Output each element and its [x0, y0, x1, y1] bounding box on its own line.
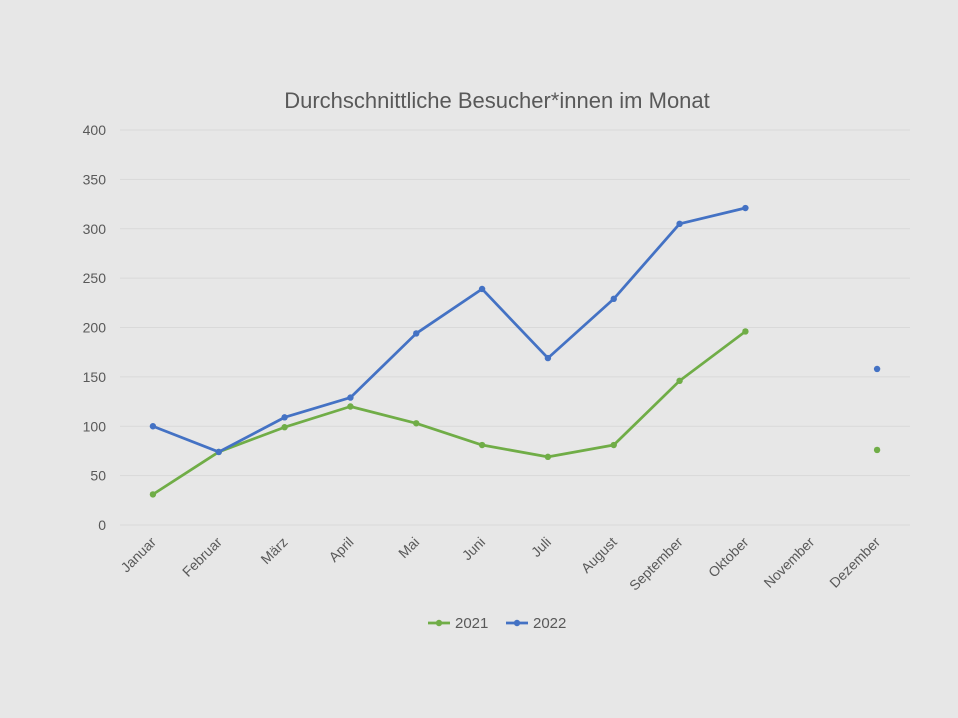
data-point [544, 453, 552, 461]
y-tick-label: 300 [83, 221, 107, 237]
data-point [742, 204, 749, 212]
legend-marker [435, 619, 443, 627]
data-point [478, 441, 486, 449]
x-tick-label: Mai [395, 534, 422, 561]
x-tick-label: März [257, 534, 290, 567]
y-tick-label: 150 [83, 369, 107, 385]
data-point [742, 328, 749, 335]
data-point [873, 446, 881, 454]
x-tick-label: September [626, 534, 686, 594]
x-tick-label: Februar [179, 534, 225, 580]
x-tick-label: August [578, 534, 620, 576]
legend-marker [513, 619, 521, 627]
data-point [610, 295, 617, 303]
data-point [676, 220, 683, 228]
y-tick-label: 250 [83, 270, 107, 286]
x-tick-label: November [760, 534, 817, 591]
chart-title: Durchschnittliche Besucher*innen im Mona… [284, 88, 710, 113]
y-tick-label: 350 [83, 171, 107, 187]
data-point [413, 330, 420, 337]
y-tick-label: 400 [83, 122, 107, 138]
series-lines [149, 204, 881, 498]
gridlines [120, 129, 910, 526]
y-tick-label: 100 [83, 418, 107, 434]
y-axis-tick-labels: 0 50 100 150 200 250 300 350 400 [83, 122, 107, 533]
data-point [478, 285, 486, 293]
series-2022 [149, 204, 881, 456]
data-point [149, 423, 157, 430]
x-tick-label: Juni [459, 534, 488, 563]
series-line [151, 206, 747, 454]
x-tick-label: Juli [528, 534, 554, 560]
data-point [610, 441, 617, 449]
y-tick-label: 200 [83, 320, 107, 336]
data-point [281, 414, 288, 421]
x-tick-label: Januar [117, 534, 159, 576]
y-tick-label: 50 [90, 468, 106, 484]
legend-label: 2022 [533, 615, 566, 632]
data-point [347, 394, 354, 401]
series-line [151, 330, 747, 496]
data-point [873, 365, 881, 373]
legend: 2021 2022 [428, 615, 566, 632]
data-point [413, 420, 420, 427]
data-point [347, 403, 354, 410]
data-point [544, 354, 552, 362]
x-axis-tick-labels: Januar Februar März April Mai Juni Juli August S… [117, 534, 883, 594]
series-2021 [149, 328, 881, 498]
data-point [676, 377, 683, 385]
y-tick-label: 0 [98, 517, 106, 533]
data-point [281, 424, 288, 431]
data-point [215, 448, 222, 456]
x-tick-label: Dezember [826, 534, 883, 591]
legend-label: 2021 [455, 615, 488, 632]
x-tick-label: April [325, 534, 356, 565]
x-tick-label: Oktober [705, 534, 752, 581]
data-point [149, 491, 157, 498]
